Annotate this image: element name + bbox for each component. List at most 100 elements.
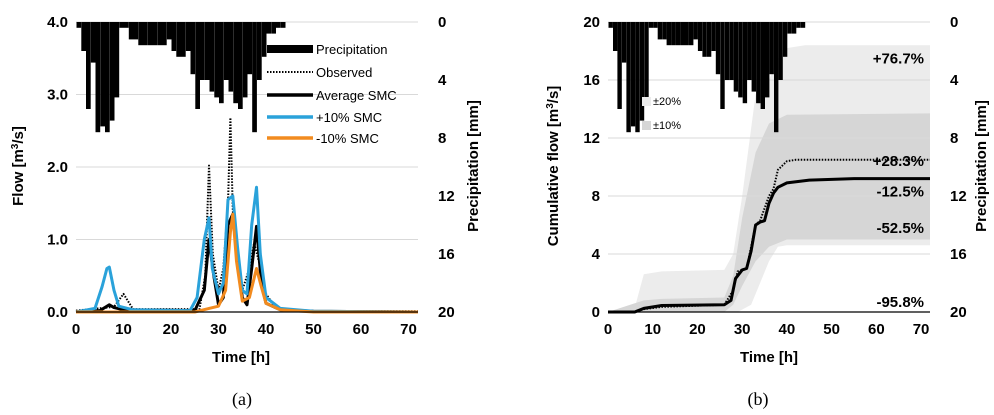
legend-label-band-20: ±20% [653,96,681,108]
precip-bar [228,22,234,92]
precip-bar [133,22,139,40]
series-lines [608,158,930,314]
precip-bar [751,22,756,92]
precip-bar [128,22,134,40]
band-legend: ±20% ±10% [642,96,681,132]
precip-bar [81,22,86,51]
precip-bar [157,22,162,46]
precip-bar [800,22,806,28]
precip-bar [261,22,267,57]
x-tick-label: 50 [305,321,322,338]
y2-tick-label: 12 [438,188,455,205]
precip-bar [662,22,667,40]
y2-tick-label: 0 [438,14,446,31]
x-tick-label: 70 [400,321,417,338]
y-tick-label: 4.0 [47,14,68,31]
y2-tick-label: 0 [950,14,958,31]
precip-bar [100,22,105,127]
x-tick-label: 30 [210,321,227,338]
band-10 [608,113,930,313]
precip-bar [124,22,129,28]
legend-swatch-band-10 [642,121,651,130]
y-tick-label: 2.0 [47,159,68,176]
precip-bar [635,22,640,133]
y-tick-label: 0 [592,304,600,321]
precip-bar [774,22,779,133]
y-tick-label: 12 [583,130,600,147]
precip-bar [715,22,721,75]
precip-bar [782,22,788,57]
precip-bar [733,22,739,92]
precip-bar [271,22,276,34]
precip-bar [105,22,110,133]
precip-bar [689,22,694,46]
precip-bar [621,22,627,63]
legend-label-average-smc: Average SMC [316,88,397,103]
y2-tick-label: 4 [438,72,447,89]
precip-bar [756,22,761,104]
y2-tick-label: 20 [950,304,967,321]
precip-bar [200,22,205,80]
precipitation-bars [608,22,806,133]
y-axis-label: Cumulative flow [m3/s] [545,86,563,247]
y-tick-label: 4 [592,246,601,263]
precip-bar [209,22,215,92]
precip-bar [252,22,257,133]
tick-labels: 0 10 20 30 40 50 60 70 0 4 8 12 16 20 0 4 8 12 16 20 [583,14,966,338]
precip-bar [190,22,196,75]
y-tick-label: 16 [583,72,600,89]
precip-bar [152,22,158,46]
precip-bar [181,22,186,57]
precip-bar [247,22,253,75]
precipitation-bars [76,22,286,133]
precip-bar [702,22,707,57]
precip-bar [729,22,734,80]
tick-labels: 0 10 20 30 40 50 60 70 0.0 1.0 2.0 3.0 4.0 0 4 8 12 16 20 [47,14,455,338]
legend-swatch-band-20 [642,97,651,106]
precip-bar [738,22,743,98]
precip-bar [720,22,725,109]
y2-tick-label: 8 [950,130,958,147]
x-tick-label: 60 [868,321,885,338]
precip-bar [675,22,680,46]
x-axis-label: Time [h] [740,349,798,366]
precip-bar [280,22,286,28]
precip-bar [185,22,191,51]
y2-tick-label: 20 [438,304,455,321]
chart-panel-a: 0 10 20 30 40 50 60 700.01.02.03.04.0 048121620 … [10,14,483,410]
precip-bar [109,22,115,121]
precip-bar [617,22,622,109]
precip-bar [143,22,148,46]
legend-swatch-precipitation [267,45,313,53]
series-line-10-smc-3 [75,185,419,314]
x-tick-label: 60 [353,321,370,338]
x-tick-label: 10 [115,321,132,338]
precip-bar [90,22,96,63]
x-tick-label: 50 [823,321,840,338]
precip-bar [86,22,91,109]
legend: Precipitation Observed Average SMC +10% … [267,42,397,146]
precip-bar [796,22,801,28]
y2-tick-label: 16 [950,246,967,263]
y-tick-label: 3.0 [47,87,68,104]
precip-bar [214,22,219,98]
precip-bar [644,22,649,98]
panel-label-a: (a) [232,389,252,410]
y2-tick-label: 4 [950,72,959,89]
precip-bar [680,22,685,46]
legend-label-band-10: ±10% [653,120,681,132]
legend-label-plus10-smc: +10% SMC [316,110,382,125]
precip-bar [276,22,281,28]
precip-bar [760,22,765,109]
y2-axis-label: Precipitation [mm] [465,100,482,232]
y-tick-label: 1.0 [47,232,68,249]
y2-tick-label: 12 [950,188,967,205]
percent-annotation: -52.5% [876,220,924,237]
precip-bar [724,22,730,80]
percent-annotation: -12.5% [876,184,924,201]
precip-bar [693,22,698,40]
precip-bar [769,22,774,75]
chart-panel-b: 0 10 20 30 40 50 60 70 0 4 8 12 16 20 0 4 8 12 16 20 +76.7%… [545,14,991,410]
precip-bar [613,22,618,51]
